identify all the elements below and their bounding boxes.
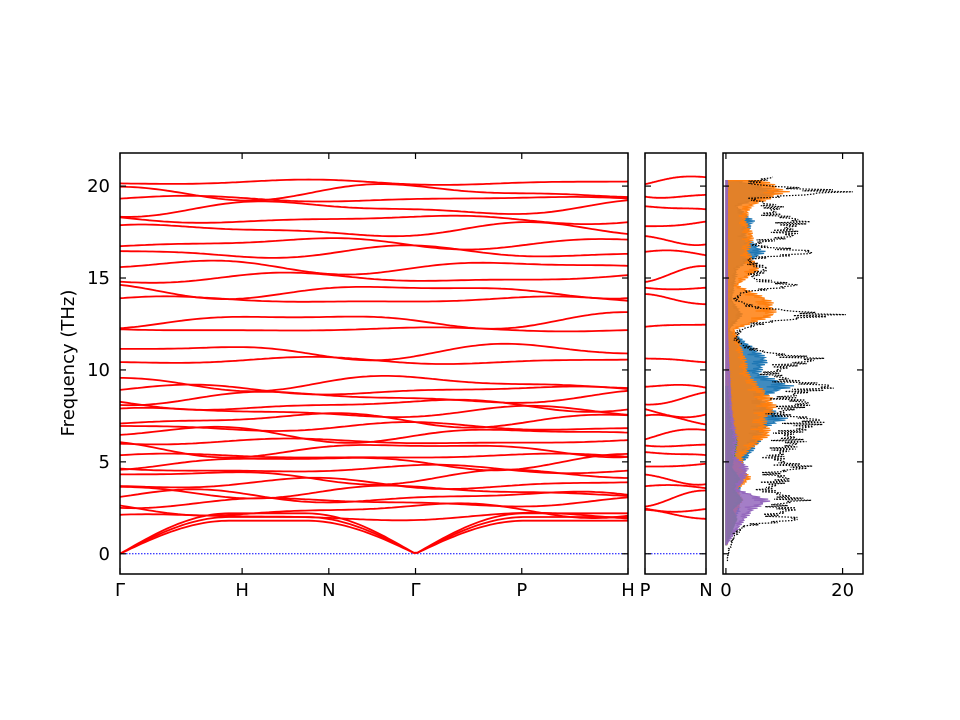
x-tick-label: H bbox=[621, 580, 635, 601]
y-tick-label: 10 bbox=[87, 360, 110, 381]
band-branch bbox=[120, 221, 628, 238]
band-branch bbox=[645, 462, 706, 468]
y-axis-label: Frequency (THz) bbox=[58, 290, 79, 437]
band-branch bbox=[120, 214, 628, 225]
band-branch bbox=[645, 489, 706, 508]
band-branch bbox=[120, 311, 628, 330]
band-branch bbox=[120, 375, 628, 393]
acoustic-branch bbox=[120, 519, 628, 555]
band-branch bbox=[120, 326, 628, 333]
band-branch bbox=[120, 284, 628, 300]
band-branch bbox=[645, 286, 706, 291]
dos-total-curve bbox=[726, 176, 853, 562]
y-tick-label: 0 bbox=[99, 544, 110, 565]
x-tick-label: 0 bbox=[720, 580, 731, 601]
band-branch bbox=[120, 463, 628, 475]
dos-panel-ticks: 0 20 bbox=[720, 153, 863, 601]
band-branch bbox=[645, 220, 706, 228]
y-tick-label: 15 bbox=[87, 268, 110, 289]
band-branch bbox=[120, 389, 628, 407]
band-branch bbox=[120, 342, 628, 362]
band-branch bbox=[645, 249, 706, 257]
band-branch bbox=[120, 383, 628, 396]
band-branch bbox=[120, 484, 628, 500]
x-tick-label: Γ bbox=[115, 580, 125, 601]
band-branch bbox=[645, 357, 706, 364]
dos-panel-frame bbox=[722, 152, 864, 575]
band-branch bbox=[120, 488, 628, 504]
band-branch bbox=[120, 421, 628, 432]
dos-projection-4 bbox=[725, 180, 771, 546]
band-branch bbox=[120, 452, 628, 459]
band-branch bbox=[645, 384, 706, 389]
band-branch bbox=[645, 484, 706, 490]
band-branch bbox=[645, 323, 706, 328]
band-branch bbox=[120, 194, 628, 203]
band-panel-main: Γ H N Γ P H 0 5 10 15 20 bbox=[87, 152, 635, 601]
x-tick-label: N bbox=[699, 580, 712, 601]
band-branch bbox=[645, 235, 706, 246]
band-branch bbox=[120, 259, 628, 276]
band-branch bbox=[120, 502, 628, 519]
dos-curves bbox=[725, 176, 853, 562]
x-tick-label: Γ bbox=[411, 580, 421, 601]
band-branch bbox=[645, 293, 706, 306]
y-tick-label: 20 bbox=[87, 176, 110, 197]
band-panel-secondary-frame bbox=[644, 152, 707, 575]
acoustic-branch bbox=[120, 516, 628, 555]
band-branch bbox=[645, 451, 706, 456]
band-branch bbox=[120, 237, 628, 251]
x-tick-label: 20 bbox=[831, 580, 854, 601]
band-branch bbox=[120, 398, 628, 413]
band-branch bbox=[120, 183, 628, 202]
x-tick-label: N bbox=[322, 580, 335, 601]
band-branch bbox=[645, 443, 706, 448]
band-branch bbox=[120, 199, 628, 218]
band-branch bbox=[120, 412, 628, 429]
band-branch bbox=[645, 507, 706, 513]
band-branch bbox=[120, 178, 628, 186]
band-lines bbox=[120, 178, 628, 555]
band-lines-secondary bbox=[645, 175, 706, 555]
band-branch bbox=[645, 473, 706, 486]
band-branch bbox=[120, 476, 628, 490]
x-tick-label: P bbox=[516, 580, 527, 601]
band-panel-main-ticks: Γ H N Γ P H 0 5 10 15 20 bbox=[87, 153, 635, 601]
y-tick-label: 5 bbox=[99, 452, 110, 473]
band-branch bbox=[645, 428, 706, 441]
band-branch bbox=[645, 408, 706, 419]
band-branch bbox=[645, 175, 706, 186]
dos-panel: 0 20 bbox=[720, 152, 864, 601]
band-branch bbox=[645, 205, 706, 211]
x-tick-label: H bbox=[235, 580, 249, 601]
band-branch bbox=[120, 468, 628, 486]
x-tick-label: P bbox=[640, 580, 651, 601]
band-branch bbox=[645, 265, 706, 283]
band-branch bbox=[120, 441, 628, 459]
band-branch bbox=[645, 194, 706, 199]
band-branch bbox=[120, 271, 628, 284]
band-branch bbox=[120, 244, 628, 259]
band-branch bbox=[645, 391, 706, 406]
band-branch bbox=[120, 496, 628, 510]
band-panel-main-frame bbox=[119, 152, 629, 575]
